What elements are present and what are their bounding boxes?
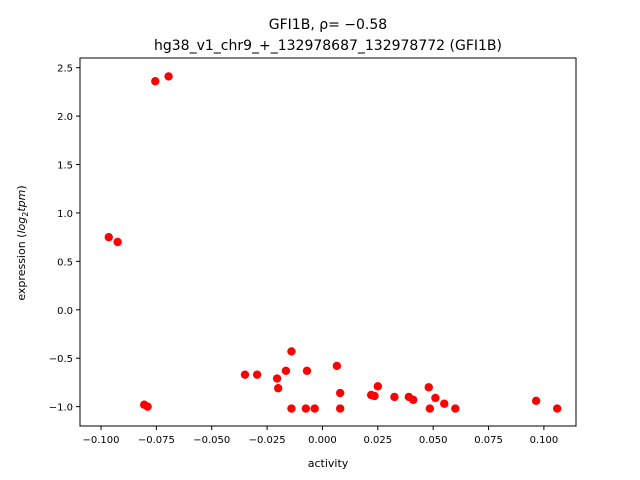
y-tick-label-6: 2.0 [57, 112, 73, 123]
data-point-24 [409, 395, 418, 405]
data-point-18 [335, 404, 345, 413]
data-point-8 [272, 374, 282, 383]
data-point-7 [252, 370, 262, 379]
x-tick-label-2: −0.050 [193, 435, 230, 446]
y-axis-label-math2: tpm [15, 190, 28, 212]
x-tick-label-4: 0.000 [308, 435, 337, 446]
data-point-3 [113, 237, 122, 247]
y-tick-label-5: 1.5 [57, 161, 73, 172]
chart-title-line2: hg38_v1_chr9_+_132978687_132978772 (GFI1… [154, 38, 502, 54]
data-point-16 [332, 361, 342, 371]
data-point-12 [287, 404, 296, 413]
x-tick-label-8: 0.100 [530, 435, 559, 446]
x-tick-label-7: 0.075 [474, 435, 503, 446]
data-point-13 [301, 404, 311, 413]
y-tick-label-4: 1.0 [57, 209, 73, 220]
y-tick-label-3: 0.5 [57, 257, 73, 268]
data-point-9 [273, 384, 283, 393]
data-point-1 [164, 72, 173, 81]
data-point-2 [104, 232, 113, 242]
data-point-6 [240, 370, 250, 379]
data-point-15 [310, 404, 319, 413]
plot-frame [79, 57, 577, 427]
y-axis-label-sub: 2 [21, 212, 30, 217]
data-point-17 [335, 388, 345, 398]
data-point-10 [281, 366, 291, 375]
x-axis-ticks: −0.100 −0.075 −0.050 −0.025 0.000 0.025 0.050 0… [83, 426, 559, 446]
x-tick-label-1: −0.075 [138, 435, 175, 446]
data-point-5 [143, 402, 152, 411]
x-tick-label-3: −0.025 [249, 435, 286, 446]
y-axis-ticks: −1.0 −0.5 0.0 0.5 1.0 1.5 2.0 2.5 [49, 64, 80, 414]
data-point-0 [151, 77, 160, 86]
x-tick-label-6: 0.050 [419, 435, 448, 446]
y-axis-label: expression (log2tpm) [15, 185, 30, 300]
data-point-29 [451, 404, 460, 413]
data-point-11 [287, 347, 296, 356]
y-tick-label-0: −1.0 [49, 403, 73, 414]
y-tick-label-1: −0.5 [49, 354, 73, 365]
data-point-30 [531, 396, 541, 406]
y-axis-label-math: log [15, 217, 28, 234]
data-point-31 [552, 404, 562, 413]
data-point-25 [424, 383, 433, 392]
y-axis-label-suffix: ) [15, 185, 28, 189]
data-point-27 [431, 393, 440, 403]
data-point-14 [302, 366, 312, 375]
data-point-20 [370, 391, 379, 401]
x-tick-label-0: −0.100 [83, 435, 120, 446]
chart-title-line1: GFI1B, ρ= −0.58 [269, 17, 387, 33]
data-point-28 [440, 399, 449, 408]
data-points [104, 72, 562, 413]
data-point-26 [425, 404, 435, 413]
data-point-22 [390, 392, 399, 402]
x-axis-label: activity [308, 457, 349, 470]
x-tick-label-5: 0.025 [364, 435, 393, 446]
y-tick-label-2: 0.0 [57, 306, 73, 317]
y-tick-label-7: 2.5 [57, 64, 73, 75]
data-point-21 [373, 382, 383, 391]
y-axis-label-prefix: expression ( [15, 234, 28, 301]
